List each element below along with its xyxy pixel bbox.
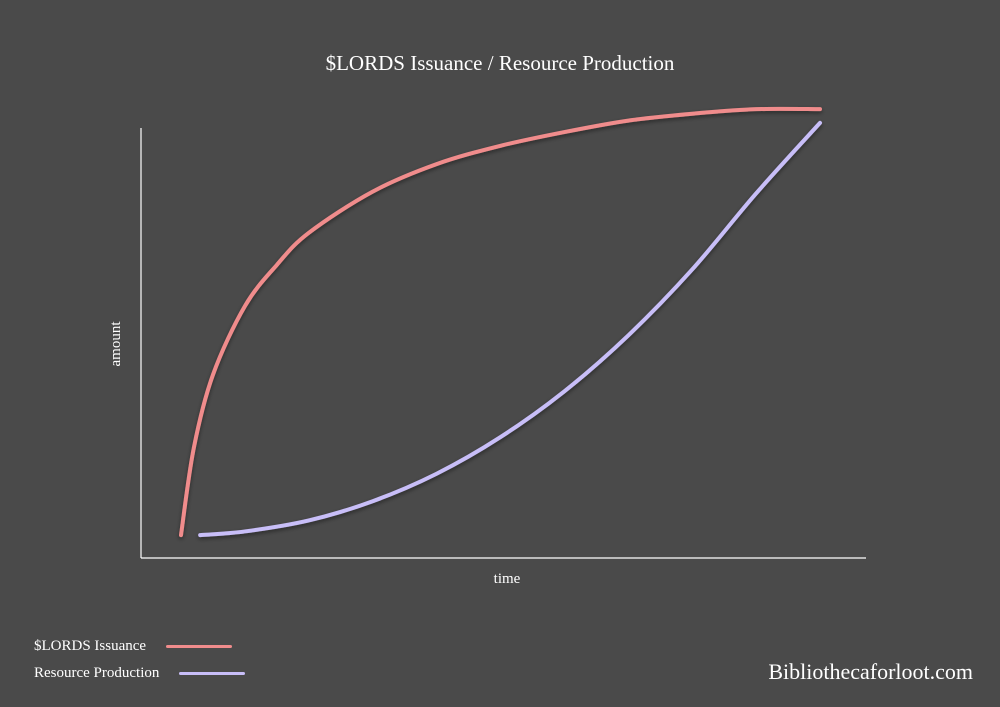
legend-label-lords-issuance: $LORDS Issuance [34, 638, 147, 654]
legend-item-resource-production: Resource Production [34, 665, 246, 682]
legend-swatch-lords-issuance [166, 645, 233, 648]
x-axis-label: time [494, 571, 521, 587]
legend-label-resource-production: Resource Production [34, 665, 160, 681]
watermark-text: Bibliothecaforloot.com [768, 659, 973, 684]
legend-swatch-resource-production [179, 672, 246, 675]
legend-item-lords-issuance: $LORDS Issuance [34, 638, 233, 655]
series-line-resource-production [198, 120, 822, 538]
series-line-lords-issuance [179, 106, 822, 538]
y-axis-label: amount [108, 321, 124, 367]
series-layer [179, 106, 822, 538]
chart-title: $LORDS Issuance / Resource Production [326, 51, 675, 75]
